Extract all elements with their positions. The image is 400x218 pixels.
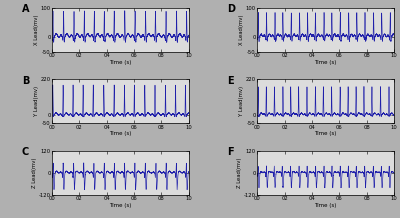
Y-axis label: X Lead(mv): X Lead(mv)	[34, 14, 39, 45]
Text: D: D	[227, 4, 235, 14]
Text: F: F	[227, 147, 234, 157]
X-axis label: Time (s): Time (s)	[314, 60, 337, 65]
X-axis label: Time (s): Time (s)	[314, 203, 337, 208]
Y-axis label: Y Lead(mv): Y Lead(mv)	[239, 86, 244, 116]
Text: A: A	[22, 4, 30, 14]
Y-axis label: Y Lead(mv): Y Lead(mv)	[34, 86, 39, 116]
X-axis label: Time (s): Time (s)	[109, 60, 132, 65]
Text: E: E	[227, 76, 234, 86]
Y-axis label: Z Lead(mv): Z Lead(mv)	[32, 158, 37, 188]
X-axis label: Time (s): Time (s)	[109, 131, 132, 136]
Text: C: C	[22, 147, 29, 157]
X-axis label: Time (s): Time (s)	[314, 131, 337, 136]
Text: B: B	[22, 76, 29, 86]
X-axis label: Time (s): Time (s)	[109, 203, 132, 208]
Y-axis label: Z Lead(mv): Z Lead(mv)	[238, 158, 242, 188]
Y-axis label: X Lead(mv): X Lead(mv)	[239, 14, 244, 45]
